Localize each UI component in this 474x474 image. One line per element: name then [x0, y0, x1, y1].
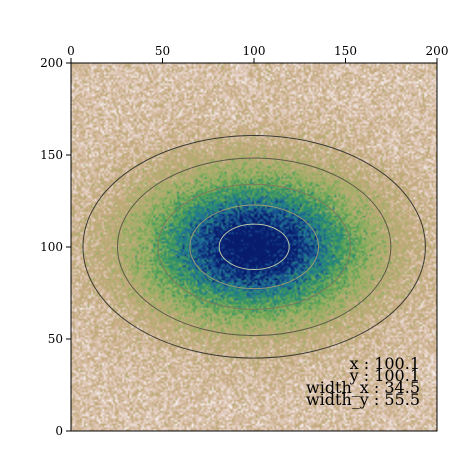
contour-line: [82, 135, 426, 359]
stat-width-x-label: width_x : 34.5: [306, 378, 420, 397]
x-tick-label: 150: [334, 44, 357, 58]
y-axis-left: 0 50 100 150 200: [40, 56, 71, 438]
contour-line: [117, 157, 392, 337]
x-axis-top: 0 50 100 150 200: [67, 44, 448, 63]
fit-stats-annotation: x : 100.1 y : 100.1 width_x : 34.5 width…: [250, 354, 420, 409]
stat-x-label: x : 100.1: [349, 354, 420, 373]
contour-line: [189, 204, 320, 290]
y-tick-label: 50: [48, 332, 63, 346]
x-tick-label: 100: [243, 44, 266, 58]
contour-line: [218, 223, 290, 271]
x-tick-label: 0: [67, 44, 75, 58]
x-tick-label: 50: [155, 44, 170, 58]
stat-width-y-label: width_y : 55.5: [305, 390, 420, 409]
y-tick-label: 100: [40, 240, 63, 254]
plot-area: [70, 62, 438, 432]
stat-y-label: y : 100.1: [349, 366, 420, 385]
y-tick-label: 0: [55, 424, 63, 438]
contour-line: [157, 183, 351, 310]
gaussian-heatmap: [71, 63, 437, 431]
y-tick-label: 200: [40, 56, 63, 70]
y-tick-label: 150: [40, 148, 63, 162]
contour-lines: [82, 135, 426, 359]
x-tick-label: 200: [426, 44, 449, 58]
